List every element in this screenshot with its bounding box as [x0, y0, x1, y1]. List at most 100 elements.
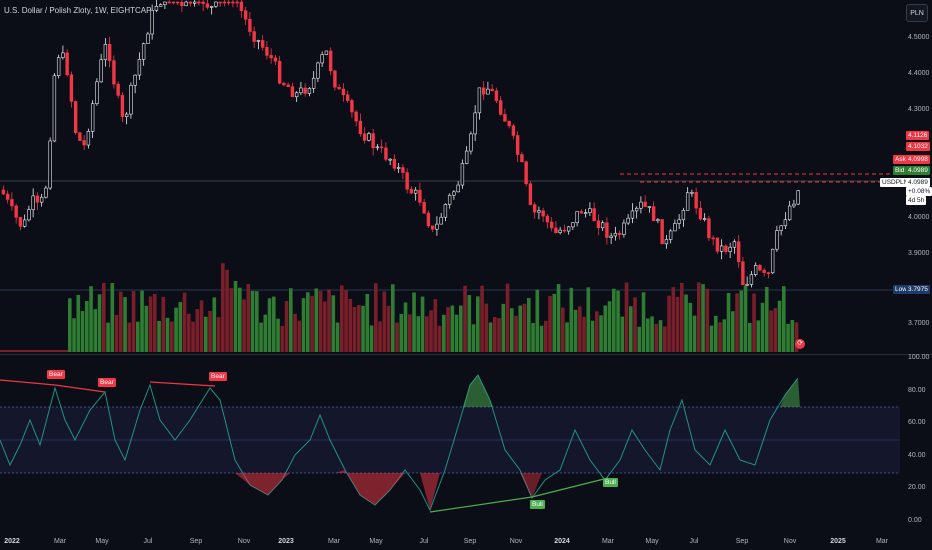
- candle-body: [413, 189, 418, 194]
- candle-body: [226, 1, 231, 4]
- symbol-badge: USDPLN: [880, 178, 911, 187]
- candle-body: [477, 87, 482, 114]
- pane-divider[interactable]: [0, 354, 932, 355]
- candle-body: [783, 219, 788, 227]
- volume-bar: [208, 310, 212, 352]
- volume-bar: [514, 315, 518, 352]
- volume-bar: [119, 291, 123, 352]
- bear-label-2: Bear: [98, 378, 116, 387]
- volume-bar: [374, 283, 378, 352]
- currency-button[interactable]: PLN: [906, 4, 928, 22]
- volume-bar: [739, 290, 744, 352]
- volume-bar: [165, 317, 170, 352]
- ask-value: 4.0998: [906, 155, 930, 164]
- candle-body: [61, 52, 65, 58]
- candle-body: [248, 18, 252, 32]
- volume-bar: [697, 282, 701, 352]
- candle-body: [443, 204, 448, 218]
- volume-bar: [748, 322, 752, 352]
- volume-bar: [616, 290, 620, 352]
- volume-bar: [633, 297, 637, 352]
- candle-body: [396, 167, 401, 169]
- volume-bar: [403, 302, 408, 352]
- candle-body: [715, 237, 720, 252]
- volume-bar: [773, 308, 778, 352]
- candle-body: [532, 204, 537, 213]
- volume-bar: [123, 297, 127, 352]
- volume-bar: [420, 296, 425, 352]
- time-label: Mar: [327, 538, 341, 545]
- candle-body: [158, 4, 163, 7]
- volume-bar: [599, 315, 603, 352]
- volume-bar: [110, 283, 115, 352]
- candle-body: [792, 203, 796, 207]
- candle-body: [95, 81, 99, 104]
- high-badge-2: 4.1032: [906, 142, 930, 151]
- volume-bar: [148, 296, 153, 352]
- volume-bar: [735, 293, 739, 352]
- candle-body: [22, 219, 27, 227]
- oversold-fill: [235, 473, 290, 495]
- volume-bar: [463, 285, 467, 352]
- candle-body: [702, 218, 707, 220]
- volume-bar: [620, 316, 625, 352]
- candle-body: [137, 59, 142, 76]
- candle-body: [362, 133, 367, 141]
- oversold-fill: [420, 473, 440, 510]
- volume-bar: [280, 325, 285, 352]
- volume-bar: [539, 325, 544, 352]
- candle-body: [307, 88, 312, 94]
- candle-body: [252, 31, 256, 42]
- candle-body: [294, 92, 299, 98]
- volume-bar: [229, 288, 234, 352]
- volume-bar: [722, 319, 727, 352]
- volume-bar: [314, 288, 319, 352]
- volume-bar: [301, 298, 306, 352]
- volume-bar: [467, 295, 472, 352]
- candle-body: [460, 163, 465, 186]
- candle-body: [524, 161, 528, 185]
- candle-body: [775, 230, 779, 250]
- oscillator-tick: 20.00: [908, 484, 926, 491]
- candle-body: [554, 227, 558, 233]
- volume-bar: [607, 301, 612, 352]
- candle-body: [99, 59, 103, 83]
- volume-bar: [684, 294, 688, 352]
- price-tick: 4.5000: [908, 34, 930, 41]
- volume-bar: [501, 303, 506, 352]
- bear-divergence-line: [0, 379, 106, 393]
- volume-bar: [518, 305, 523, 352]
- candle-body: [528, 183, 533, 205]
- candle-body: [18, 217, 23, 227]
- candle-body: [188, 1, 193, 4]
- candle-body: [44, 187, 48, 198]
- time-label: Mar: [601, 538, 615, 545]
- volume-bar: [246, 284, 251, 352]
- candle-body: [643, 201, 647, 207]
- volume-bar: [548, 295, 552, 352]
- time-label: 2025: [830, 538, 846, 545]
- volume-bar: [590, 320, 595, 352]
- time-label: Mar: [875, 538, 889, 545]
- volume-bar: [161, 296, 166, 352]
- price-tick: 3.7000: [908, 320, 930, 327]
- bear-label-3: Bear: [209, 372, 227, 381]
- candle-body: [197, 1, 201, 4]
- candle-body: [205, 3, 210, 8]
- time-label: May: [369, 538, 383, 545]
- candle-body: [333, 70, 337, 88]
- alert-icon[interactable]: ⟳: [795, 339, 805, 349]
- candle-body: [86, 131, 91, 146]
- time-label: Nov: [783, 538, 797, 545]
- price-tick: 3.9000: [908, 250, 930, 257]
- volume-bar: [306, 292, 310, 352]
- candle-body: [163, 1, 167, 6]
- candle-body: [269, 55, 273, 59]
- volume-bar: [654, 323, 659, 352]
- candle-body: [35, 195, 40, 203]
- candle-body: [324, 50, 329, 55]
- candle-body: [150, 10, 154, 35]
- candle-body: [558, 229, 562, 233]
